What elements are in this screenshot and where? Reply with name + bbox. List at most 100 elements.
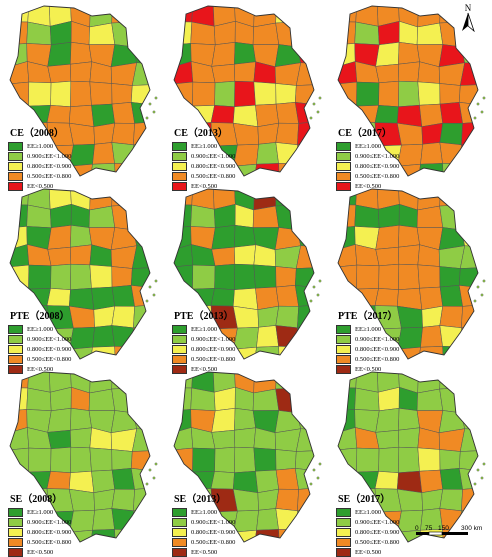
island-marker — [152, 110, 156, 114]
legend-swatch — [8, 151, 23, 161]
legend-swatch — [8, 507, 23, 517]
district-polygon — [374, 288, 399, 307]
district-polygon — [375, 63, 400, 84]
legend-item: 0.800≤EE<0.900 — [336, 527, 399, 537]
district-polygon — [232, 122, 259, 146]
district-polygon — [28, 447, 52, 473]
district-polygon — [132, 412, 150, 431]
scale-tick-150: 150 — [438, 525, 449, 532]
district-polygon — [417, 81, 441, 106]
district-polygon — [50, 446, 72, 473]
district-polygon — [417, 163, 444, 176]
district-polygon — [294, 84, 314, 106]
legend-item: 0.900≤EE<1.000 — [8, 517, 71, 527]
legend-swatch — [336, 161, 351, 171]
region-boundary — [337, 371, 479, 543]
district-polygon — [233, 144, 259, 167]
district-polygon — [256, 142, 279, 165]
district-polygon — [69, 163, 93, 176]
panel-title: SE（2008） — [10, 494, 63, 505]
district-polygon — [338, 372, 358, 389]
legend-item: EE≥1.000 — [336, 507, 399, 517]
district-polygon — [132, 189, 150, 206]
district-polygon — [10, 61, 30, 85]
island-marker — [148, 468, 152, 472]
legend-item: 0.900≤EE<1.000 — [336, 334, 399, 344]
island-marker — [309, 299, 313, 303]
legend-item: 0.900≤EE<1.000 — [336, 517, 399, 527]
district-polygon — [192, 264, 216, 290]
district-polygon — [299, 346, 314, 359]
legend-item: 0.900≤EE<1.000 — [172, 517, 235, 527]
map-panel: CE（2017） EE≥1.000 0.900≤EE<1.000 0.800≤EE<0… — [328, 0, 492, 191]
island-marker — [318, 279, 322, 283]
district-polygon — [69, 144, 95, 167]
district-polygon — [375, 246, 400, 267]
legend-item: EE<0.500 — [172, 364, 235, 374]
legend-label: 0.500≤EE<0.800 — [27, 172, 72, 180]
legend-item: 0.800≤EE<0.900 — [336, 344, 399, 354]
map-legend: CE（2013） EE≥1.000 0.900≤EE<1.000 0.800≤EE<0… — [172, 124, 235, 191]
district-polygon — [296, 386, 314, 414]
district-polygon — [92, 508, 115, 531]
region-map — [9, 188, 158, 360]
legend-swatch — [336, 547, 351, 557]
island-marker — [312, 468, 316, 472]
island-marker — [309, 116, 313, 120]
district-polygon — [132, 203, 150, 231]
district-polygon — [88, 22, 116, 45]
district-polygon — [439, 266, 461, 288]
region-map — [337, 5, 486, 177]
district-polygon — [89, 264, 113, 289]
legend-swatch — [172, 354, 187, 364]
legend-label: EE≥1.000 — [27, 325, 54, 333]
district-polygon — [439, 305, 463, 329]
district-polygon — [420, 142, 443, 165]
legend-swatch — [336, 517, 351, 527]
map-panel: SE（2013） EE≥1.000 0.900≤EE<1.000 0.800≤EE<0… — [164, 366, 328, 557]
district-polygon — [296, 6, 314, 23]
region-map — [173, 371, 322, 543]
district-polygon — [88, 205, 116, 228]
district-polygon — [338, 21, 357, 46]
map-legend: PTE（2017） EE≥1.000 0.900≤EE<1.000 0.800≤EE<… — [336, 307, 399, 374]
district-polygon — [92, 142, 115, 165]
legend-item: 0.900≤EE<1.000 — [8, 334, 71, 344]
island-marker — [316, 293, 320, 297]
legend-item: 0.800≤EE<0.900 — [172, 527, 235, 537]
district-polygon — [234, 225, 256, 248]
district-polygon — [338, 61, 358, 85]
district-polygon — [397, 346, 421, 359]
district-polygon — [275, 21, 298, 48]
legend-label: 0.800≤EE<0.900 — [355, 345, 400, 353]
island-marker — [476, 102, 480, 106]
district-polygon — [460, 412, 478, 431]
legend-swatch — [8, 324, 23, 334]
legend-swatch — [172, 324, 187, 334]
district-polygon — [354, 471, 379, 490]
district-polygon — [398, 244, 420, 266]
legend-item: 0.500≤EE<0.800 — [8, 537, 71, 547]
district-polygon — [299, 163, 314, 176]
district-polygon — [296, 20, 314, 48]
district-polygon — [398, 427, 420, 449]
district-polygon — [174, 244, 194, 268]
district-polygon — [214, 80, 236, 107]
district-polygon — [111, 189, 135, 207]
legend-item: 0.800≤EE<0.900 — [336, 161, 399, 171]
district-polygon — [174, 6, 194, 23]
district-polygon — [70, 408, 92, 431]
district-polygon — [233, 529, 257, 542]
legend-swatch — [172, 547, 187, 557]
north-arrow: N — [462, 3, 475, 32]
island-marker — [154, 279, 158, 283]
district-polygon — [253, 81, 277, 106]
island-marker — [316, 110, 320, 114]
legend-item: 0.800≤EE<0.900 — [172, 344, 235, 354]
district-polygon — [10, 189, 30, 206]
district-polygon — [91, 103, 115, 127]
legend-label: 0.500≤EE<0.800 — [355, 172, 400, 180]
district-polygon — [131, 62, 150, 86]
district-polygon — [89, 163, 116, 176]
legend-swatch — [336, 324, 351, 334]
